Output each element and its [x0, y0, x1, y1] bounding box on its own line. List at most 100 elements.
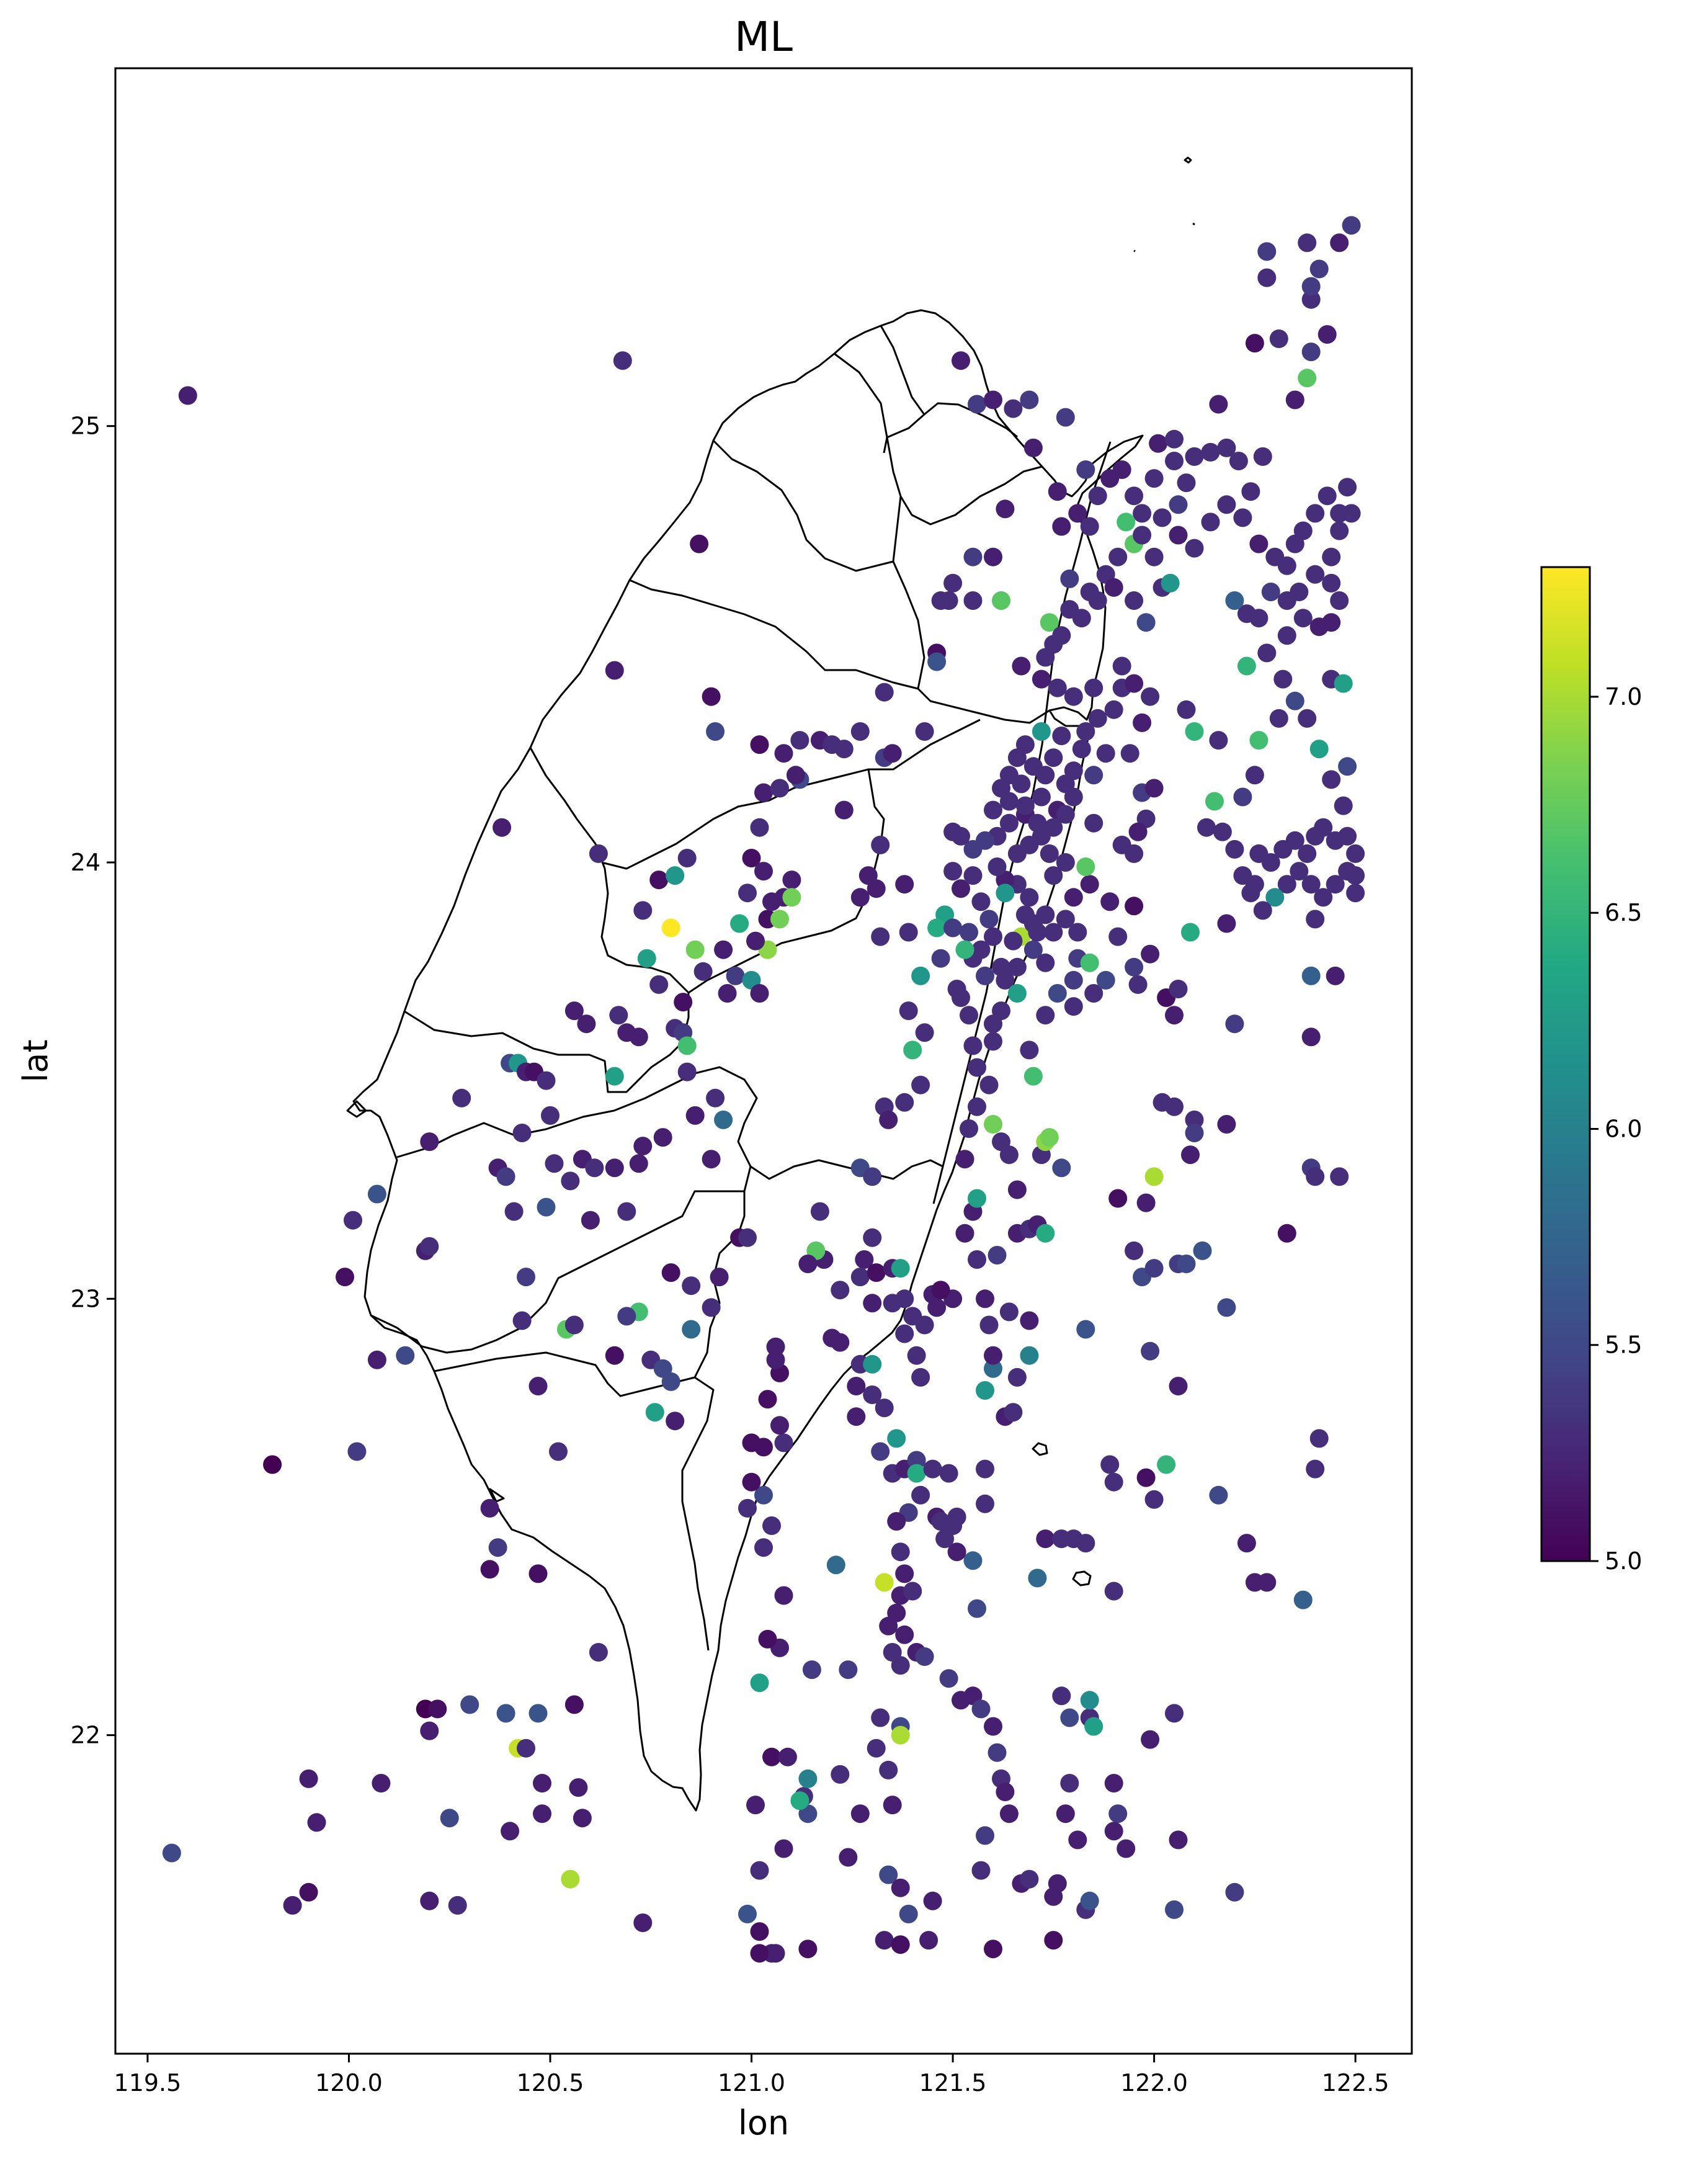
- scatter-point-483: [1056, 408, 1075, 427]
- scatter-point-345: [1007, 1180, 1027, 1199]
- scatter-point-486: [1048, 482, 1067, 501]
- scatter-point-445: [1032, 722, 1051, 741]
- scatter-point-290: [1104, 1774, 1123, 1792]
- scatter-point-126: [493, 818, 512, 837]
- scatter-point-316: [976, 1381, 994, 1400]
- scatter-point-229: [790, 1791, 809, 1810]
- scatter-point-228: [798, 1769, 818, 1788]
- scatter-point-633: [1177, 1255, 1196, 1273]
- scatter-point-205: [895, 1625, 914, 1644]
- scatter-point-132: [750, 735, 769, 754]
- scatter-point-81: [702, 1150, 721, 1169]
- scatter-point-50: [710, 1268, 729, 1287]
- scatter-point-204: [879, 1616, 898, 1636]
- scatter-point-636: [1076, 1320, 1095, 1339]
- scatter-point-611: [1346, 884, 1365, 903]
- scatter-point-304: [1028, 1569, 1047, 1588]
- scatter-point-323: [979, 1315, 999, 1335]
- scatter-point-569: [1185, 722, 1204, 741]
- scatter-point-88: [537, 1071, 556, 1090]
- scatter-point-20: [533, 1804, 551, 1824]
- scatter-point-481: [1004, 399, 1023, 418]
- scatter-point-464: [1064, 687, 1083, 706]
- scatter-point-340: [960, 1119, 978, 1138]
- scatter-point-339: [955, 1150, 974, 1169]
- scatter-point-32: [528, 1564, 548, 1583]
- scatter-point-632: [1217, 1298, 1236, 1317]
- scatter-point-357: [1048, 984, 1067, 1003]
- scatter-point-279: [1044, 1931, 1063, 1950]
- scatter-point-610: [1301, 1027, 1321, 1047]
- scatter-point-116: [770, 910, 789, 929]
- scatter-point-406: [992, 1001, 1010, 1021]
- scatter-point-58: [367, 1184, 386, 1204]
- scatter-point-294: [1141, 1730, 1160, 1749]
- scatter-point-554: [1298, 709, 1317, 728]
- scatter-point-571: [1141, 687, 1160, 706]
- scatter-point-589: [1261, 853, 1280, 872]
- scatter-point-373: [1100, 892, 1120, 911]
- scatter-point-40: [617, 1307, 636, 1326]
- scatter-point-283: [1056, 1804, 1075, 1824]
- scatter-point-430: [1044, 923, 1063, 942]
- scatter-point-592: [1298, 844, 1317, 863]
- scatter-point-427: [1004, 931, 1023, 951]
- scatter-point-214: [883, 1796, 902, 1815]
- scatter-point-57: [344, 1211, 362, 1230]
- scatter-point-432: [1068, 923, 1087, 942]
- scatter-point-141: [834, 740, 854, 759]
- scatter-point-69: [537, 1197, 556, 1217]
- scatter-point-342: [984, 1115, 1002, 1134]
- scatter-point-47: [682, 1320, 701, 1339]
- scatter-point-664: [1298, 233, 1317, 253]
- scatter-point-166: [863, 1228, 882, 1247]
- scatter-point-241: [770, 1416, 789, 1435]
- scatter-point-159: [903, 1041, 922, 1060]
- scatter-point-258: [750, 1944, 769, 1963]
- scatter-point-108: [649, 870, 669, 890]
- scatter-point-474: [984, 547, 1002, 566]
- scatter-point-389: [943, 862, 963, 881]
- scatter-point-19: [533, 1774, 551, 1792]
- scatter-point-150: [871, 835, 890, 854]
- scatter-point-111: [730, 914, 749, 933]
- scatter-point-295: [1165, 1704, 1184, 1723]
- scatter-point-614: [1322, 770, 1341, 789]
- scatter-point-526: [1229, 452, 1248, 470]
- scatter-point-648: [1309, 1429, 1329, 1448]
- scatter-point-236: [762, 1516, 781, 1535]
- scatter-point-70: [545, 1154, 564, 1173]
- scatter-point-591: [1285, 831, 1304, 850]
- scatter-point-62: [452, 1088, 471, 1108]
- scatter-point-493: [1125, 486, 1144, 506]
- scatter-point-266: [971, 1699, 991, 1719]
- scatter-point-286: [1060, 1708, 1079, 1727]
- scatter-point-306: [976, 1494, 994, 1513]
- scatter-point-154: [899, 923, 918, 942]
- scatter-point-597: [1346, 844, 1365, 863]
- scatter-point-612: [1346, 866, 1365, 885]
- scatter-point-363: [1096, 970, 1115, 990]
- scatter-point-144: [834, 800, 854, 820]
- scatter-point-44: [661, 1372, 680, 1391]
- scatter-point-403: [979, 1075, 999, 1094]
- scatter-point-321: [1007, 1367, 1027, 1387]
- scatter-point-409: [1007, 984, 1027, 1003]
- scatter-point-473: [963, 547, 983, 566]
- scatter-point-9: [372, 1774, 391, 1792]
- scatter-point-604: [1265, 888, 1285, 907]
- scatter-point-274: [984, 1940, 1002, 1959]
- scatter-point-240: [774, 1433, 793, 1452]
- scatter-point-372: [1125, 897, 1144, 916]
- scatter-point-621: [1185, 1124, 1204, 1142]
- scatter-point-476: [927, 652, 947, 671]
- scatter-point-253: [750, 1861, 769, 1880]
- scatter-point-110: [677, 849, 697, 867]
- scatter-point-489: [1080, 517, 1099, 536]
- scatter-point-151: [867, 879, 886, 898]
- scatter-point-71: [561, 1171, 580, 1191]
- scatter-point-14: [460, 1695, 479, 1714]
- scatter-point-131: [706, 722, 725, 741]
- scatter-point-472: [931, 591, 950, 610]
- scatter-point-478: [1023, 438, 1043, 457]
